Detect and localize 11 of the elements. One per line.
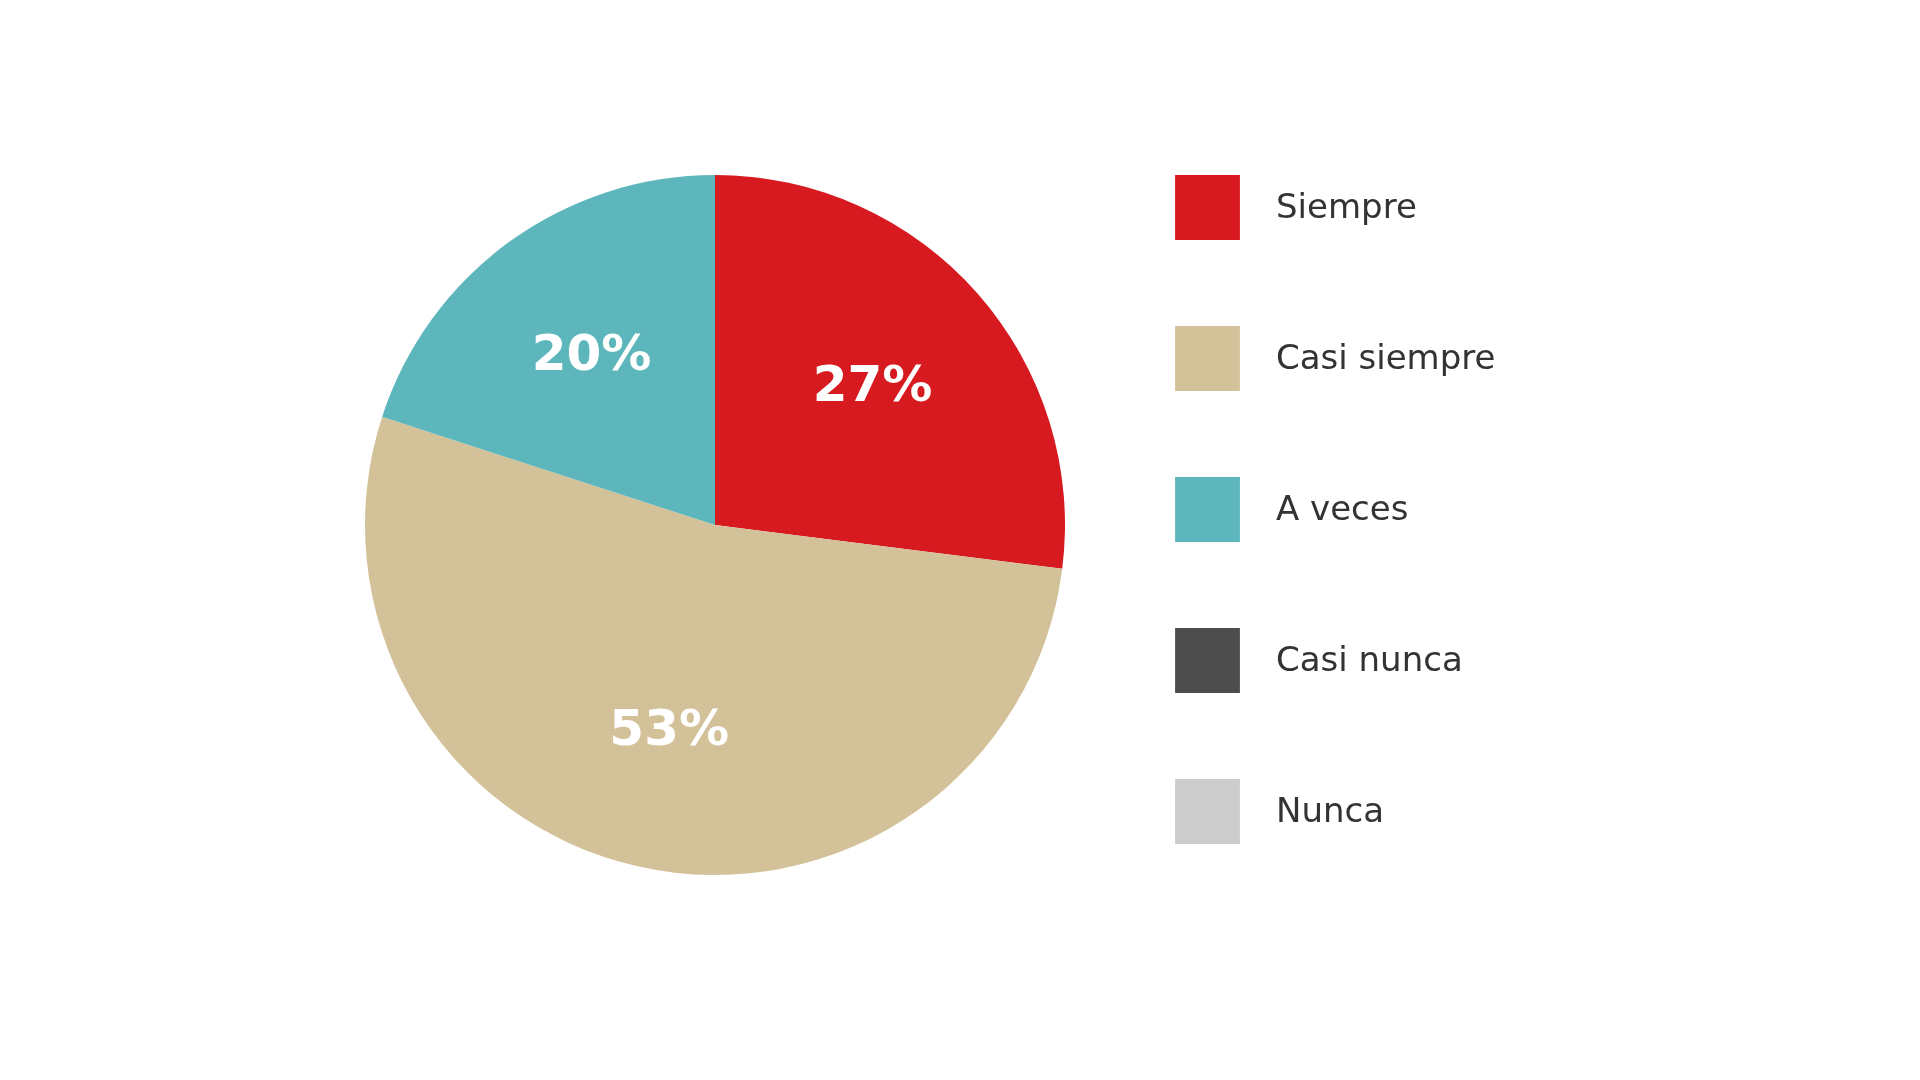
data-label: 53%	[609, 698, 730, 757]
legend-label: Casi nunca	[1276, 638, 1463, 679]
legend-label: Siempre	[1276, 185, 1417, 226]
legend-label: Casi siempre	[1276, 336, 1496, 377]
pie-slice	[715, 175, 1065, 569]
pie-slice	[382, 175, 715, 525]
legend-label: A veces	[1276, 487, 1409, 528]
data-label: 20%	[531, 324, 652, 383]
data-label: 27%	[812, 355, 933, 414]
pie-slice	[365, 416, 1063, 875]
legend-label: Nunca	[1276, 789, 1385, 830]
